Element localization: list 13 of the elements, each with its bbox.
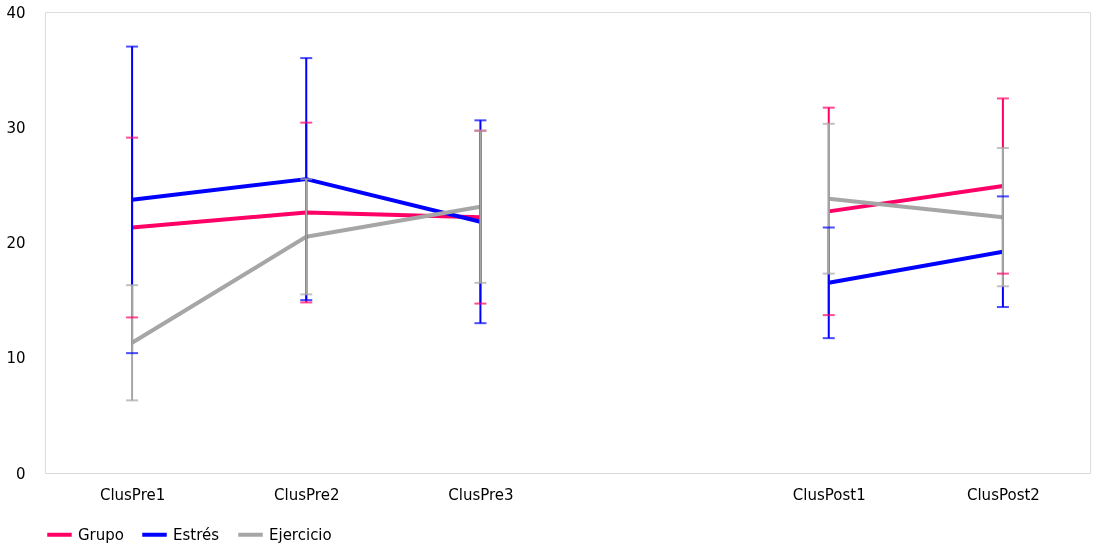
- legend-label: Ejercicio: [269, 525, 332, 544]
- x-tick-label: ClusPre1: [99, 485, 166, 504]
- x-tick-label: ClusPost1: [792, 485, 866, 504]
- x-tick-label: ClusPre3: [448, 485, 514, 504]
- y-tick-label: 30: [6, 118, 26, 137]
- legend-label: Grupo: [78, 525, 124, 544]
- x-tick-label: ClusPre2: [274, 485, 340, 504]
- y-tick-label: 20: [6, 234, 26, 252]
- x-tick-label: ClusPost2: [966, 485, 1040, 504]
- y-tick-label: 0: [15, 464, 26, 483]
- y-tick-label: 40: [6, 3, 26, 22]
- legend-label: Estrés: [173, 525, 220, 544]
- y-tick-label: 10: [6, 349, 26, 368]
